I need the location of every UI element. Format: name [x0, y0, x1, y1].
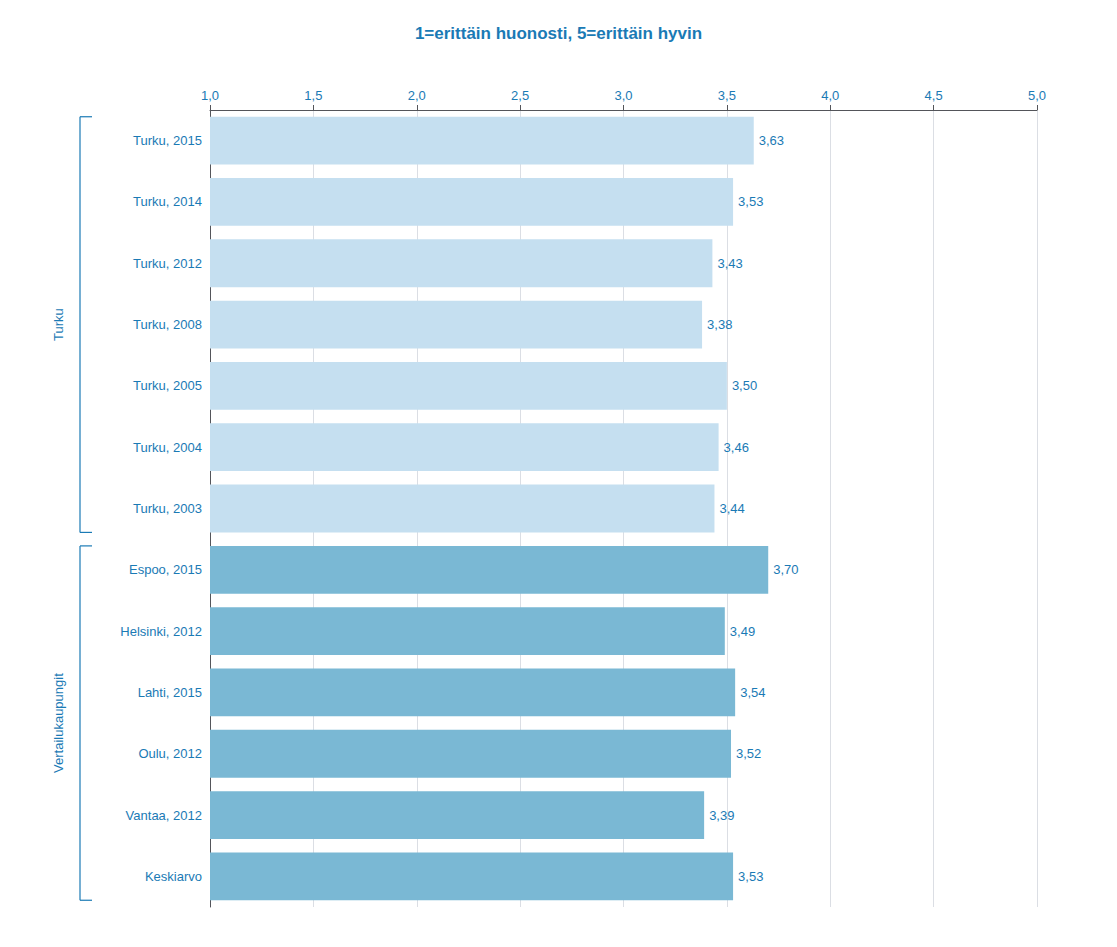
- svg-text:Turku, 2012: Turku, 2012: [133, 256, 202, 271]
- svg-text:3,70: 3,70: [773, 562, 798, 577]
- svg-text:3,54: 3,54: [740, 685, 765, 700]
- svg-text:3,46: 3,46: [724, 440, 749, 455]
- svg-text:3,53: 3,53: [738, 869, 763, 884]
- svg-text:3,50: 3,50: [732, 378, 757, 393]
- svg-text:3,0: 3,0: [614, 88, 632, 103]
- svg-text:3,52: 3,52: [736, 746, 761, 761]
- svg-text:Turku, 2015: Turku, 2015: [133, 133, 202, 148]
- svg-text:Turku, 2005: Turku, 2005: [133, 378, 202, 393]
- svg-text:4,0: 4,0: [821, 88, 839, 103]
- svg-text:Turku, 2014: Turku, 2014: [133, 194, 202, 209]
- svg-text:1=erittäin huonosti, 5=erittäi: 1=erittäin huonosti, 5=erittäin hyvin: [415, 24, 702, 43]
- svg-text:Helsinki, 2012: Helsinki, 2012: [120, 624, 202, 639]
- svg-text:3,44: 3,44: [719, 501, 744, 516]
- svg-text:2,0: 2,0: [408, 88, 426, 103]
- svg-text:Espoo, 2015: Espoo, 2015: [129, 562, 202, 577]
- svg-text:Turku, 2004: Turku, 2004: [133, 440, 202, 455]
- svg-text:Turku: Turku: [51, 308, 66, 341]
- svg-text:3,38: 3,38: [707, 317, 732, 332]
- svg-text:Keskiarvo: Keskiarvo: [145, 869, 202, 884]
- svg-text:3,53: 3,53: [738, 194, 763, 209]
- svg-text:Oulu, 2012: Oulu, 2012: [138, 746, 202, 761]
- svg-text:2,5: 2,5: [511, 88, 529, 103]
- svg-text:Turku, 2003: Turku, 2003: [133, 501, 202, 516]
- svg-text:5,0: 5,0: [1028, 88, 1046, 103]
- svg-text:3,49: 3,49: [730, 624, 755, 639]
- svg-text:1,5: 1,5: [304, 88, 322, 103]
- svg-text:Vantaa, 2012: Vantaa, 2012: [126, 808, 202, 823]
- svg-text:Turku, 2008: Turku, 2008: [133, 317, 202, 332]
- svg-text:Vertailukaupungit: Vertailukaupungit: [51, 673, 66, 773]
- svg-text:3,39: 3,39: [709, 808, 734, 823]
- svg-text:3,43: 3,43: [717, 256, 742, 271]
- svg-text:3,5: 3,5: [718, 88, 736, 103]
- svg-text:3,63: 3,63: [759, 133, 784, 148]
- svg-text:1,0: 1,0: [201, 88, 219, 103]
- svg-text:4,5: 4,5: [925, 88, 943, 103]
- svg-text:Lahti, 2015: Lahti, 2015: [138, 685, 202, 700]
